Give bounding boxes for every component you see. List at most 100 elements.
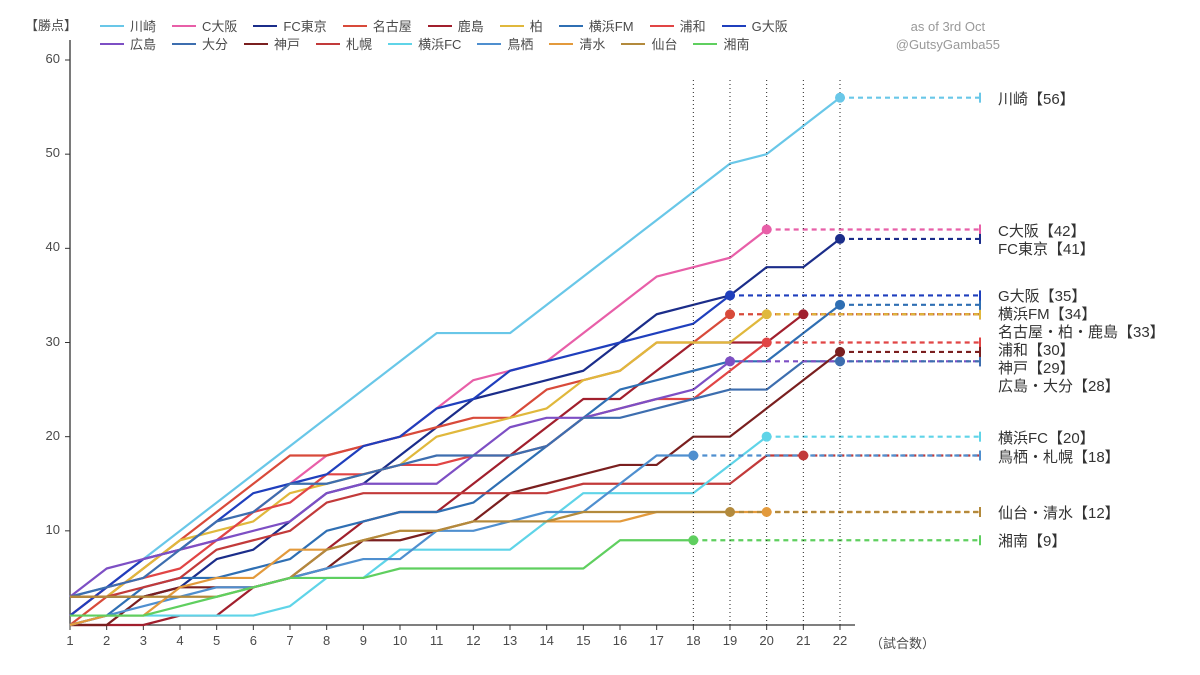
legend-item-urawa: 浦和 [650,16,706,35]
x-tick-label: 15 [571,633,595,648]
legend-text: 横浜FM [589,16,634,35]
x-tick-label: 18 [681,633,705,648]
series-dashes [693,93,980,546]
legend-swatch [388,43,412,45]
marker-fctokyo [835,234,845,244]
legend-item-kashiwa: 柏 [500,16,543,35]
x-tick-label: 5 [205,633,229,648]
legend-swatch [428,25,452,27]
legend-swatch [316,43,340,45]
legend-item-nagoya: 名古屋 [343,16,412,35]
right-label: 横浜FC【20】 [998,427,1095,448]
x-tick-label: 17 [645,633,669,648]
x-tick-label: 8 [315,633,339,648]
x-tick-label: 21 [791,633,815,648]
credits: as of 3rd Oct @GutsyGamba55 [896,18,1000,53]
line-kawasaki [70,98,840,597]
legend-text: 浦和 [680,16,706,35]
legend-swatch [722,25,746,27]
chart-root: { "meta": { "credits_line1": "as of 3rd … [0,0,1200,675]
marker-cosaka [762,225,772,235]
right-label: 湘南【9】 [998,530,1066,551]
marker-shonan [688,535,698,545]
x-tick-label: 3 [131,633,155,648]
y-tick-label: 10 [30,522,60,537]
marker-oita [835,356,845,366]
x-axis-title: （試合数） [870,633,935,652]
legend-item-hiroshima: 広島 [100,34,156,53]
legend-item-sapporo: 札幌 [316,34,372,53]
x-tick-label: 1 [58,633,82,648]
legend-swatch [693,43,717,45]
legend-text: FC東京 [283,16,326,35]
marker-kobe [835,347,845,357]
right-label: FC東京【41】 [998,238,1095,259]
legend-text: 神戸 [274,34,300,53]
drop-lines [693,80,840,625]
legend-swatch [621,43,645,45]
line-urawa [70,343,767,616]
x-tick-label: 9 [351,633,375,648]
x-tick-label: 16 [608,633,632,648]
legend-text: G大阪 [752,16,788,35]
legend-swatch [500,25,524,27]
legend-item-fctokyo: FC東京 [253,16,326,35]
marker-gosaka [725,290,735,300]
marker-yokohamafc [762,432,772,442]
line-sendai [70,512,730,597]
right-label: 仙台・清水【12】 [998,502,1120,523]
legend-row-1: 川崎 C大阪 FC東京名古屋鹿島柏 横浜FM 浦和 G大阪 [100,16,820,35]
marker-sendai [725,507,735,517]
legend-text: 川崎 [130,16,156,35]
x-tick-label: 12 [461,633,485,648]
y-tick-label: 30 [30,334,60,349]
y-tick-label: 60 [30,51,60,66]
legend-swatch [100,43,124,45]
legend-text: 札幌 [346,34,372,53]
x-tick-label: 14 [535,633,559,648]
right-label: 川崎【56】 [998,88,1075,109]
right-label: 広島・大分【28】 [998,375,1120,396]
line-hiroshima [70,361,730,596]
legend-swatch [244,43,268,45]
legend-swatch [650,25,674,27]
marker-shimizu [762,507,772,517]
legend-item-tosu: 鳥栖 [477,34,533,53]
x-tick-label: 4 [168,633,192,648]
legend-item-kawasaki: 川崎 [100,16,156,35]
x-tick-label: 19 [718,633,742,648]
legend-swatch [100,25,124,27]
legend-item-yokohamafc: 横浜FC [388,34,461,53]
legend-item-sendai: 仙台 [621,34,677,53]
marker-kawasaki [835,93,845,103]
legend-text: 鳥栖 [507,34,533,53]
legend-swatch [343,25,367,27]
legend-text: 大分 [202,34,228,53]
y-axis-title: 【勝点】 [25,15,77,34]
marker-kashima [798,309,808,319]
x-tick-label: 13 [498,633,522,648]
marker-hiroshima [725,356,735,366]
legend-item-kashima: 鹿島 [428,16,484,35]
x-tick-label: 20 [755,633,779,648]
marker-yokohamafm [835,300,845,310]
legend-swatch [477,43,501,45]
legend-item-cosaka: C大阪 [172,16,237,35]
marker-kashiwa [762,309,772,319]
legend-swatch [172,25,196,27]
line-fctokyo [70,239,840,597]
y-tick-label: 40 [30,239,60,254]
legend-item-oita: 大分 [172,34,228,53]
legend-row-2: 広島大分神戸札幌横浜FC鳥栖清水仙台湘南 [100,34,820,53]
x-tick-label: 6 [241,633,265,648]
legend-item-kobe: 神戸 [244,34,300,53]
marker-nagoya [725,309,735,319]
legend-text: 清水 [579,34,605,53]
line-shonan [70,540,693,615]
marker-sapporo [798,451,808,461]
legend-text: C大阪 [202,16,237,35]
legend-swatch [172,43,196,45]
legend-swatch [549,43,573,45]
y-tick-label: 20 [30,428,60,443]
x-tick-label: 22 [828,633,852,648]
